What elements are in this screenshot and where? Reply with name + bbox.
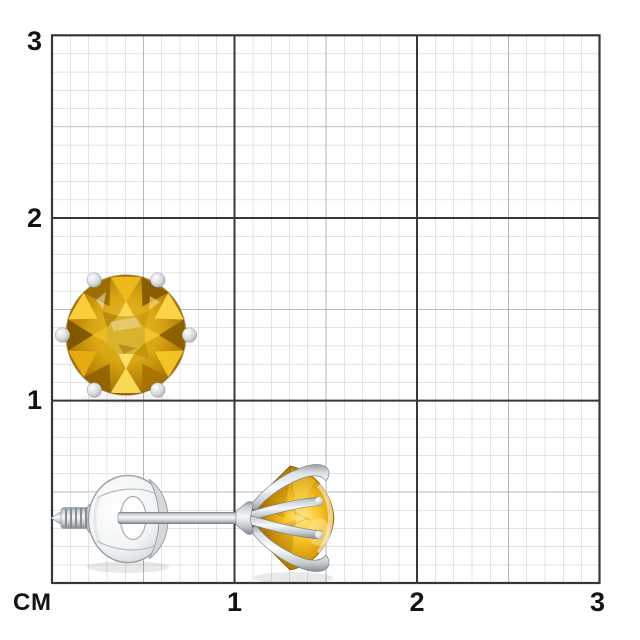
x-axis-label-2: 2 [409,587,425,617]
prong-ball [150,382,166,398]
gem-facet [68,350,98,378]
v-prong-upper-tip [315,497,323,505]
gem-facet [141,363,169,393]
gem-facet [154,350,184,378]
gem-facet [133,342,150,359]
y-axis-label-1: 1 [26,385,42,416]
gem-facet [107,316,145,354]
gem-facet [83,363,111,393]
gem-facet [68,292,98,320]
back-seam-top [96,488,157,499]
gem-facet [118,344,136,354]
gem-facet [102,311,119,328]
gem-facet [96,292,106,309]
gem-facet [110,317,141,331]
gem-facet [118,353,134,369]
gem-facet [68,319,93,351]
thread-ridges [65,508,87,528]
prong-ball [54,327,71,343]
gem-facet [144,327,160,343]
gem-facet [92,327,108,343]
front-earring-shadow [80,393,172,403]
gem-facet [83,277,111,307]
ear-post [117,512,244,524]
v-prong-lower-tip [315,531,323,539]
top-prong [249,464,330,512]
prong-ball [181,327,198,343]
bottom-prong [249,524,330,572]
prong-balls [54,272,198,398]
back-seam-bottom [96,540,157,551]
gem-facet [159,319,184,351]
gem-facet [149,296,160,310]
prong-ball [86,272,102,288]
gem-facet [154,292,184,320]
prong-ball [86,382,102,398]
prong-collar [235,501,254,535]
gem-facet [102,342,119,359]
v-prong-lower [242,513,323,540]
gem-front-facets [68,277,184,393]
back-rim [148,478,169,560]
gem-facet [110,277,142,302]
back-shadow [87,561,169,573]
back-inner-shading [93,495,102,543]
gem-facet [110,368,142,393]
x-axis-label-1: 1 [226,587,243,617]
side-view-earring [50,464,335,584]
x-axis-label-3: 3 [589,587,606,617]
prong-ball [150,272,166,288]
gem-facet [141,277,169,307]
y-axis-label-2: 2 [26,202,42,233]
measurement-grid [50,34,601,585]
front-view-earring [54,272,198,403]
gem-facet [133,311,150,328]
gem-facet [118,301,134,317]
gem-side-shadow [253,572,333,584]
y-axis-label-3: 3 [26,26,42,56]
v-prong-upper [242,496,323,523]
unit-label: СМ [13,589,53,616]
